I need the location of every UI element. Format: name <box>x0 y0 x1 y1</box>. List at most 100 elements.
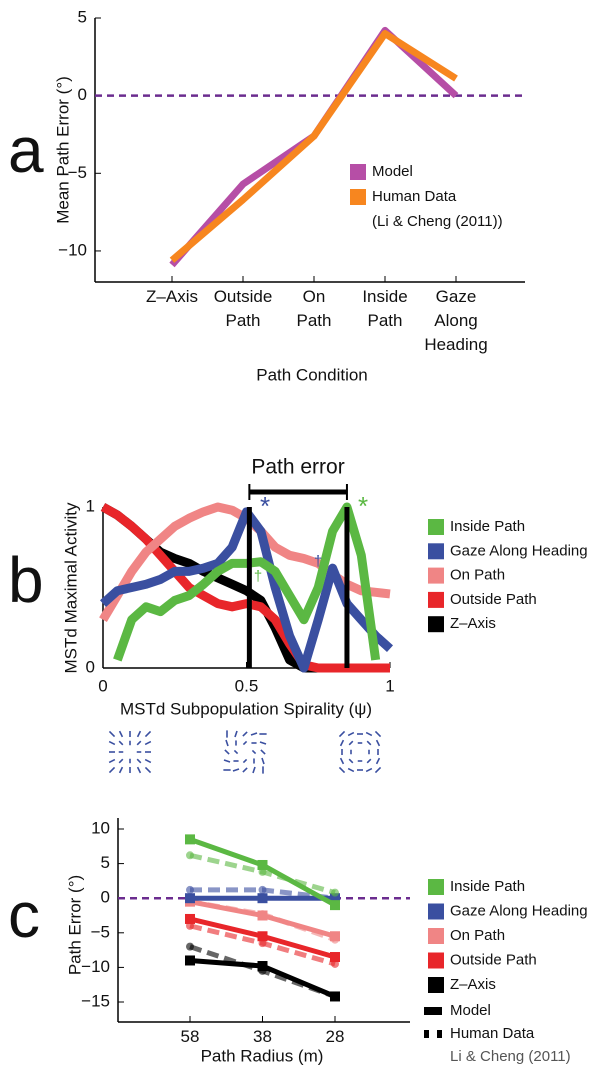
y-axis-label: Mean Path Error (°) <box>53 76 72 224</box>
panel-letter: b <box>8 544 44 616</box>
flow-arrow <box>242 731 248 737</box>
flow-arrow <box>250 732 258 736</box>
annotation: * <box>260 491 270 521</box>
y-tick-label: −15 <box>81 991 110 1010</box>
legend-label: Model <box>372 163 413 180</box>
flow-arrow <box>118 740 124 746</box>
legend-swatch <box>428 616 444 633</box>
flow-arrow <box>252 766 256 774</box>
y-tick-label: 0 <box>78 85 87 104</box>
flow-arrow <box>144 730 152 738</box>
flow-arrow <box>366 758 372 764</box>
human-marker <box>186 851 194 860</box>
flow-arrow <box>225 739 229 747</box>
marker <box>257 893 268 904</box>
style-legend-label: Li & Cheng (2011) <box>450 1048 571 1065</box>
human-marker <box>186 885 194 894</box>
flow-arrow <box>251 749 257 755</box>
flow-arrow <box>339 739 345 747</box>
flow-arrow <box>347 731 355 737</box>
legend-swatch <box>428 977 444 993</box>
flow-arrow <box>108 730 116 738</box>
flow-arrow <box>348 758 354 764</box>
legend-label: On Path <box>450 567 505 584</box>
flow-arrow <box>242 740 248 746</box>
annotation: † <box>314 553 322 570</box>
flow-arrow <box>232 768 240 772</box>
flow-arrow <box>108 758 116 764</box>
flow-arrow <box>261 757 265 765</box>
marker <box>185 913 195 924</box>
flow-arrow <box>136 740 142 746</box>
flow-arrow <box>260 749 266 755</box>
flow-arrow <box>338 730 346 738</box>
flow-icon <box>223 730 267 774</box>
legend-label: Inside Path <box>450 878 525 895</box>
flow-arrow <box>118 766 124 774</box>
flow-arrow <box>374 730 382 738</box>
legend-label: Z–Axis <box>450 976 496 993</box>
flow-arrow <box>375 757 381 765</box>
panel-letter: a <box>8 114 44 186</box>
flow-arrow <box>234 730 238 738</box>
annotation: † <box>254 568 262 585</box>
flow-arrow <box>108 766 116 774</box>
y-tick-label: 10 <box>91 818 110 837</box>
human-marker <box>331 888 339 897</box>
flow-arrow <box>118 758 124 764</box>
flow-arrow <box>348 740 354 746</box>
marker <box>257 859 268 870</box>
bracket-title: Path error <box>251 456 344 479</box>
flow-arrow <box>365 767 373 773</box>
legend-swatch <box>428 591 444 608</box>
x-axis-label: Path Radius (m) <box>201 1046 324 1065</box>
flow-arrow <box>366 740 372 746</box>
flow-arrow <box>242 767 248 773</box>
marker <box>257 961 268 972</box>
y-tick-label: 0 <box>86 657 95 676</box>
y-tick-label: 1 <box>86 496 95 515</box>
legend-swatch <box>428 567 444 584</box>
flow-arrow <box>144 758 152 764</box>
flow-arrow <box>144 766 152 774</box>
legend-label: Outside Path <box>450 591 537 608</box>
style-legend-label: Human Data <box>450 1025 535 1042</box>
flow-arrow <box>375 739 381 747</box>
y-axis-label: MSTd Maximal Activity <box>61 502 80 673</box>
y-tick-label: 5 <box>101 853 110 872</box>
y-tick-label: −10 <box>58 240 87 259</box>
marker <box>185 893 195 904</box>
panel-letter: c <box>8 879 40 951</box>
legend-swatch <box>428 519 444 535</box>
x-tick-label: 1 <box>385 676 394 695</box>
y-tick-label: −5 <box>68 163 87 182</box>
marker <box>257 910 268 921</box>
x-tick-label: 0.5 <box>235 676 259 695</box>
flow-arrow <box>223 759 231 763</box>
x-tick-label: Z–Axis <box>146 287 198 306</box>
flow-arrow <box>338 766 346 774</box>
x-tick-label: 38 <box>253 1027 272 1046</box>
flow-arrow <box>339 757 345 765</box>
series-line <box>113 502 381 662</box>
flow-arrow <box>136 766 142 774</box>
x-axis-label: MSTd Subpopulation Spirality (ψ) <box>120 699 372 718</box>
annotation: * <box>358 491 368 521</box>
legend-label: Outside Path <box>450 951 537 968</box>
flow-arrow <box>347 767 355 773</box>
legend-label: Gaze Along Heading <box>450 902 588 919</box>
legend-swatch <box>428 879 444 895</box>
flow-arrow <box>136 758 142 764</box>
human-marker <box>186 942 194 951</box>
legend-swatch <box>428 903 444 920</box>
marker <box>185 834 195 845</box>
flow-arrow <box>242 758 248 764</box>
x-tick-label: Outside Path <box>214 287 273 330</box>
x-tick-label: On Path <box>297 287 332 330</box>
legend-label: Gaze Along Heading <box>450 542 588 559</box>
legend-label: On Path <box>450 927 505 944</box>
x-tick-label: 28 <box>326 1027 345 1046</box>
legend-swatch <box>428 543 444 560</box>
marker <box>330 931 340 942</box>
